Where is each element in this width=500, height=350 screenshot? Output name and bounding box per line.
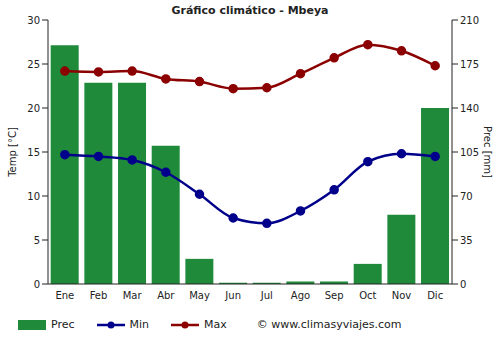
svg-text:Ene: Ene [55,290,74,301]
svg-text:Dic: Dic [427,290,443,301]
svg-text:10: 10 [27,191,40,202]
svg-text:0: 0 [460,279,466,290]
svg-text:Abr: Abr [157,290,175,301]
html-text:Prec: Prec [51,318,75,331]
svg-text:Jul: Jul [260,290,273,301]
svg-text:Oct: Oct [359,290,376,301]
svg-text:210: 210 [460,15,479,26]
svg-text:35: 35 [460,235,473,246]
html-text:Gráfico climático - Mbeya: Gráfico climático - Mbeya [171,4,329,17]
svg-text:Nov: Nov [392,290,412,301]
html-text:© www.climasyviajes.com: © www.climasyviajes.com [256,318,402,331]
svg-text:Temp [°C]: Temp [°C] [8,127,18,178]
svg-text:0: 0 [34,279,40,290]
svg-text:Prec [mm]: Prec [mm] [482,126,492,178]
html-text:Max: Max [204,318,227,331]
svg-text:70: 70 [460,191,473,202]
svg-text:30: 30 [27,15,40,26]
svg-text:20: 20 [27,103,40,114]
svg-text:Sep: Sep [325,290,344,301]
svg-text:105: 105 [460,147,479,158]
svg-text:May: May [189,290,210,301]
html-text:Min: Min [129,318,150,331]
svg-text:25: 25 [27,59,40,70]
svg-text:Mar: Mar [123,290,143,301]
svg-text:140: 140 [460,103,479,114]
svg-text:Feb: Feb [90,290,108,301]
svg-text:15: 15 [27,147,40,158]
svg-text:Ago: Ago [291,290,310,301]
svg-text:175: 175 [460,59,479,70]
svg-text:5: 5 [34,235,40,246]
svg-text:Jun: Jun [224,290,241,301]
